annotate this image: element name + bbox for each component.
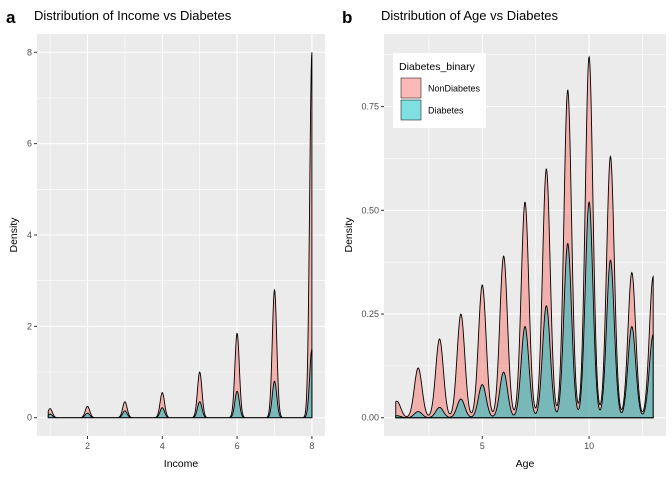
income-x-tick-label: 2 xyxy=(85,441,90,451)
age-y-tick-label: 0.50 xyxy=(361,205,379,215)
income-y-axis-title: Density xyxy=(8,217,20,253)
income-x-tick-label: 6 xyxy=(235,441,240,451)
age-y-tick-label: 0.25 xyxy=(361,309,379,319)
legend-title: Diabetes_binary xyxy=(399,61,476,73)
income-density-areas xyxy=(47,52,313,419)
income-x-tick-label: 4 xyxy=(160,441,165,451)
income-y-tick-label: 8 xyxy=(27,47,32,57)
age-y-tick-label: 0.75 xyxy=(361,102,379,112)
income-x-axis: 2 4 6 8 xyxy=(85,436,314,451)
income-x-axis-title: Income xyxy=(164,458,199,470)
age-density-diabetes xyxy=(395,201,654,419)
income-y-axis: 0 2 4 6 8 xyxy=(27,47,37,423)
age-density-panel: b Distribution of Age vs Diabetes 5 10 0.… xyxy=(342,8,666,470)
panel-tag-a: a xyxy=(6,8,16,27)
age-y-axis-title: Density xyxy=(343,217,355,253)
age-y-tick-label: 0.00 xyxy=(361,413,379,423)
age-density-areas xyxy=(395,55,654,419)
age-plot-title: Distribution of Age vs Diabetes xyxy=(381,8,559,23)
legend-key-nondiabetes xyxy=(400,77,422,99)
legend-label-diabetes: Diabetes xyxy=(428,106,464,116)
income-density-panel: a Distribution of Income vs Diabetes 2 4 6… xyxy=(6,8,325,470)
income-y-tick-label: 2 xyxy=(27,321,32,331)
age-y-axis: 0.00 0.25 0.50 0.75 xyxy=(361,102,384,423)
income-y-tick-label: 6 xyxy=(27,139,32,149)
income-plot-title: Distribution of Income vs Diabetes xyxy=(34,8,232,23)
legend-key-diabetes xyxy=(400,99,422,121)
income-y-tick-label: 0 xyxy=(27,413,32,423)
legend-label-nondiabetes: NonDiabetes xyxy=(428,84,481,94)
legend: Diabetes_binary NonDiabetes Diabetes xyxy=(393,53,486,128)
age-x-tick-label: 10 xyxy=(584,441,594,451)
income-density-diabetes xyxy=(47,349,313,419)
age-x-axis: 5 10 xyxy=(480,436,594,451)
panel-tag-b: b xyxy=(342,8,352,27)
income-y-tick-label: 4 xyxy=(27,230,32,240)
age-x-axis-title: Age xyxy=(516,458,535,470)
age-x-tick-label: 5 xyxy=(480,441,485,451)
income-x-tick-label: 8 xyxy=(309,441,314,451)
